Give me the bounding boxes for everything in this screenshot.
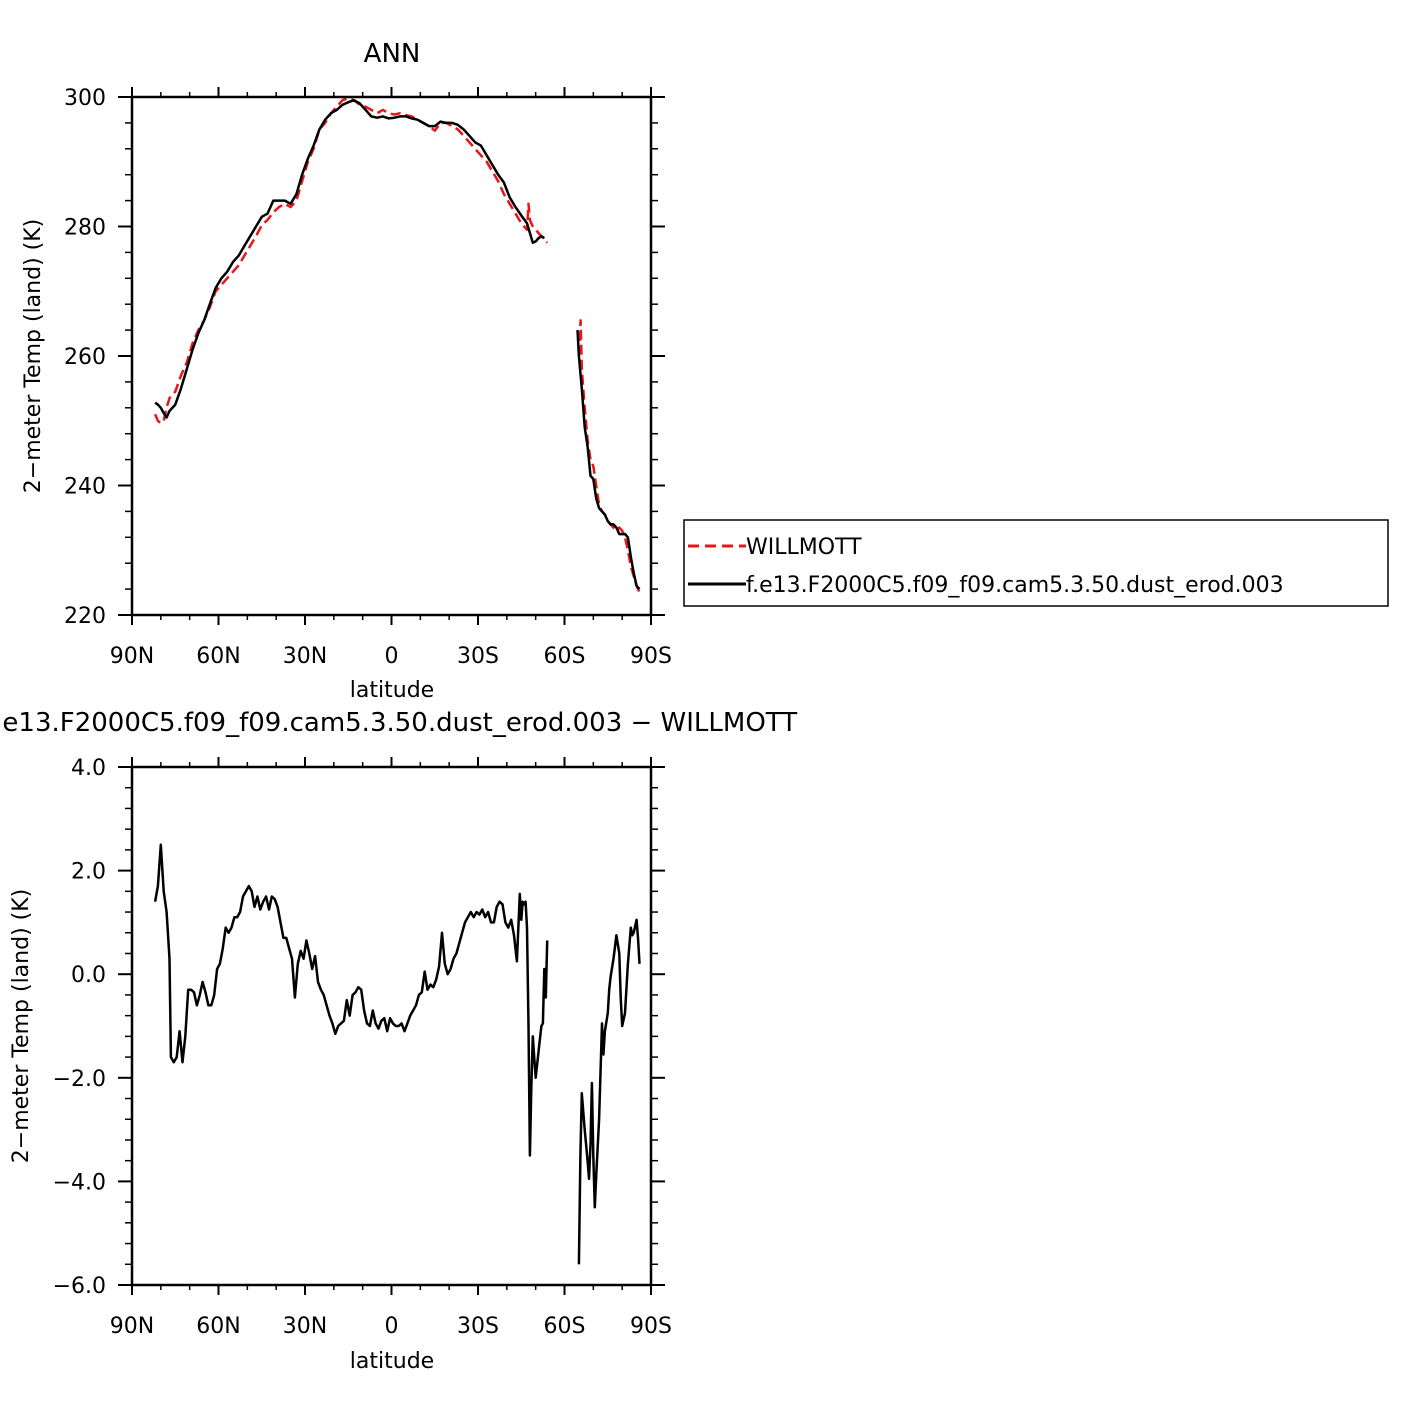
bottom-x-tick-label: 30N <box>283 1314 327 1339</box>
top-series-0-segment-0 <box>153 97 549 425</box>
bottom-axes: 90N 60N 30N 0 30S 60S 90S −6.0 −4.0 −2.0 0.0 2.0 4.0 <box>53 756 672 1339</box>
bottom-y-tick-label: 4.0 <box>71 756 106 781</box>
bottom-y-tick-label: −4.0 <box>53 1170 106 1195</box>
top-panel: ANN 90N 60N 30N 0 30S 60S 90S 220 240 260 280 300 l… <box>21 39 672 703</box>
top-x-tick-label: 90N <box>110 644 154 669</box>
bottom-x-tick-label: 30S <box>457 1314 499 1339</box>
bottom-chart-title: f.e13.F2000C5.f09_f09.cam5.3.50.dust_ero… <box>0 708 797 738</box>
bottom-data-lines <box>153 843 641 1265</box>
top-axes: 90N 60N 30N 0 30S 60S 90S 220 240 260 280 300 <box>64 86 672 669</box>
legend-label-willmott: WILLMOTT <box>746 535 862 560</box>
bottom-plot-frame <box>130 765 653 1287</box>
bottom-series-0-segment-0 <box>153 843 549 1157</box>
top-x-tick-label: 30N <box>283 644 327 669</box>
bottom-y-tick-label: 0.0 <box>71 963 106 988</box>
bottom-y-tick-label: −6.0 <box>53 1274 106 1299</box>
top-x-tick-label: 90S <box>630 644 672 669</box>
top-y-tick-label: 260 <box>64 345 106 370</box>
top-y-tick-label: 220 <box>64 604 106 629</box>
bottom-y-tick-label: −2.0 <box>53 1067 106 1092</box>
top-series-1-segment-1 <box>576 330 641 590</box>
top-y-tick-label: 300 <box>64 86 106 111</box>
top-data-lines <box>153 97 641 593</box>
top-x-tick-label: 60N <box>196 644 240 669</box>
bottom-y-axis-label: 2−meter Temp (land) (K) <box>9 889 34 1163</box>
legend: WILLMOTT f.e13.F2000C5.f09_f09.cam5.3.50… <box>683 519 1389 607</box>
bottom-series-0-segment-1 <box>577 918 641 1265</box>
top-plot-frame <box>130 95 653 617</box>
bottom-x-axis-label: latitude <box>350 1349 434 1374</box>
top-y-axis-label: 2−meter Temp (land) (K) <box>21 219 46 493</box>
top-chart-title: ANN <box>364 39 421 69</box>
top-x-tick-label: 30S <box>457 644 499 669</box>
bottom-y-tick-label: 2.0 <box>71 860 106 885</box>
top-x-tick-label: 60S <box>544 644 586 669</box>
top-y-tick-label: 240 <box>64 475 106 500</box>
bottom-x-tick-label: 60N <box>196 1314 240 1339</box>
bottom-x-tick-label: 0 <box>385 1314 399 1339</box>
top-y-tick-label: 280 <box>64 216 106 241</box>
legend-label-model: f.e13.F2000C5.f09_f09.cam5.3.50.dust_ero… <box>746 573 1284 598</box>
top-series-1-segment-0 <box>154 98 546 419</box>
top-x-tick-label: 0 <box>385 644 399 669</box>
bottom-x-tick-label: 90S <box>630 1314 672 1339</box>
legend-frame <box>683 519 1389 607</box>
top-x-axis-label: latitude <box>350 678 434 703</box>
bottom-x-tick-label: 60S <box>544 1314 586 1339</box>
bottom-panel: f.e13.F2000C5.f09_f09.cam5.3.50.dust_ero… <box>0 708 797 1374</box>
bottom-x-tick-label: 90N <box>110 1314 154 1339</box>
